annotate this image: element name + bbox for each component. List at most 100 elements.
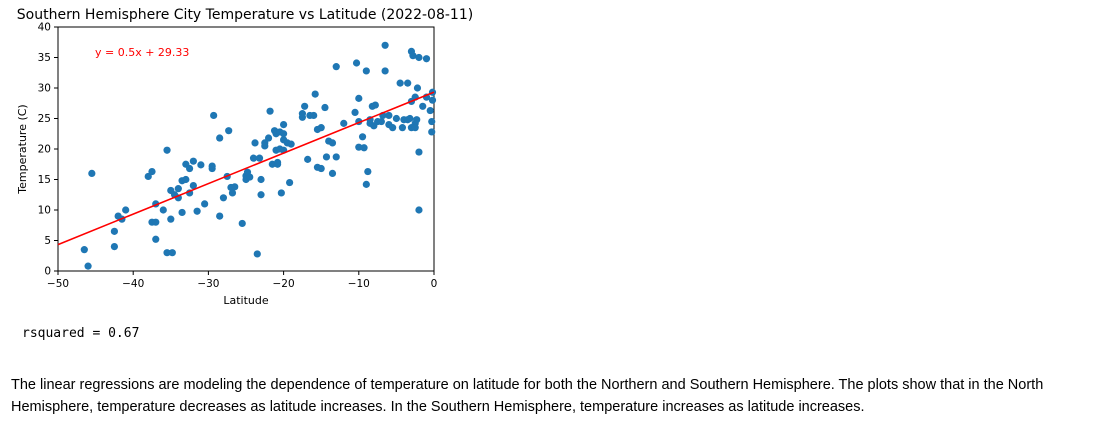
data-point (396, 79, 404, 87)
data-point (381, 67, 389, 75)
scatter-points (80, 41, 437, 270)
data-point (110, 243, 118, 251)
data-point (225, 127, 233, 135)
data-point (253, 250, 261, 258)
data-point (174, 185, 182, 193)
data-point (404, 79, 412, 87)
x-tick-label: 0 (431, 278, 438, 290)
data-point (392, 114, 400, 123)
y-tick-label: 0 (44, 266, 51, 278)
regression-equation: y = 0.5x + 29.33 (95, 46, 189, 59)
y-tick-label: 10 (38, 205, 51, 217)
data-point (351, 108, 359, 116)
data-point (84, 262, 92, 270)
y-axis: 0 5 10 15 20 25 30 35 40 (38, 22, 58, 278)
data-point (419, 102, 427, 110)
data-point (246, 173, 254, 181)
chart-title: Southern Hemisphere City Temperature vs … (17, 7, 473, 23)
data-point (358, 133, 367, 141)
x-tick-label: −20 (273, 278, 295, 290)
data-point (406, 114, 414, 123)
data-point (152, 218, 160, 226)
data-point (352, 59, 361, 67)
data-point (389, 124, 397, 132)
y-tick-label: 25 (38, 113, 51, 125)
y-tick-label: 35 (38, 52, 51, 64)
data-point (385, 111, 393, 120)
x-tick-label: −50 (47, 278, 69, 290)
data-point (80, 246, 88, 254)
data-point (301, 102, 309, 110)
data-point (257, 175, 265, 184)
data-point (280, 121, 288, 129)
data-point (88, 169, 96, 177)
data-point (228, 189, 237, 197)
data-point (304, 155, 312, 163)
data-point (167, 215, 175, 223)
data-point (415, 206, 423, 214)
data-point (159, 206, 167, 214)
data-point (364, 167, 372, 176)
data-point (332, 63, 340, 71)
data-point (231, 183, 239, 191)
data-point (332, 153, 340, 161)
data-point (371, 101, 379, 109)
data-point (428, 117, 436, 126)
data-point (355, 94, 363, 102)
data-point (110, 227, 118, 235)
y-tick-label: 5 (44, 235, 51, 247)
data-point (163, 146, 171, 154)
data-point (273, 160, 282, 168)
data-point (428, 96, 437, 104)
data-point (148, 167, 156, 176)
data-point (426, 106, 434, 115)
data-point (381, 41, 389, 49)
data-point (298, 110, 306, 118)
data-point (362, 180, 370, 188)
data-point (321, 103, 329, 112)
data-point (208, 164, 216, 173)
data-point (197, 161, 205, 169)
data-point (362, 67, 370, 75)
x-tick-label: −40 (122, 278, 144, 290)
y-tick-label: 30 (38, 83, 51, 95)
data-point (216, 134, 224, 142)
data-point (413, 84, 422, 92)
x-axis-label: Latitude (223, 294, 269, 307)
scatter-chart: Southern Hemisphere City Temperature vs … (0, 0, 480, 312)
data-point (310, 111, 318, 120)
regression-line (57, 91, 435, 246)
data-point (328, 139, 337, 147)
data-point (340, 119, 348, 127)
data-point (261, 142, 269, 150)
data-point (415, 53, 423, 62)
data-point (398, 124, 407, 132)
data-point (189, 157, 197, 165)
chart-svg: Southern Hemisphere City Temperature vs … (16, 7, 473, 307)
y-tick-label: 40 (38, 22, 51, 34)
data-point (355, 143, 363, 151)
data-point (428, 128, 436, 136)
data-point (210, 111, 218, 120)
y-tick-label: 15 (38, 174, 51, 186)
data-point (422, 55, 431, 63)
data-point (360, 144, 368, 152)
x-tick-label: −10 (348, 278, 370, 290)
y-tick-label: 20 (38, 144, 51, 156)
data-point (201, 200, 209, 208)
x-tick-label: −30 (197, 278, 219, 290)
data-point (328, 169, 337, 177)
data-point (255, 154, 264, 162)
y-axis-label: Temperature (C) (16, 104, 29, 194)
data-point (280, 130, 288, 138)
data-point (249, 154, 258, 162)
data-point (182, 175, 190, 184)
x-axis: −50 −40 −30 −20 −10 0 (47, 271, 437, 290)
data-point (415, 148, 423, 156)
data-point (257, 191, 265, 199)
data-point (216, 212, 224, 220)
data-point (317, 124, 325, 132)
data-point (152, 235, 160, 243)
data-point (186, 164, 194, 173)
data-point (266, 107, 274, 115)
